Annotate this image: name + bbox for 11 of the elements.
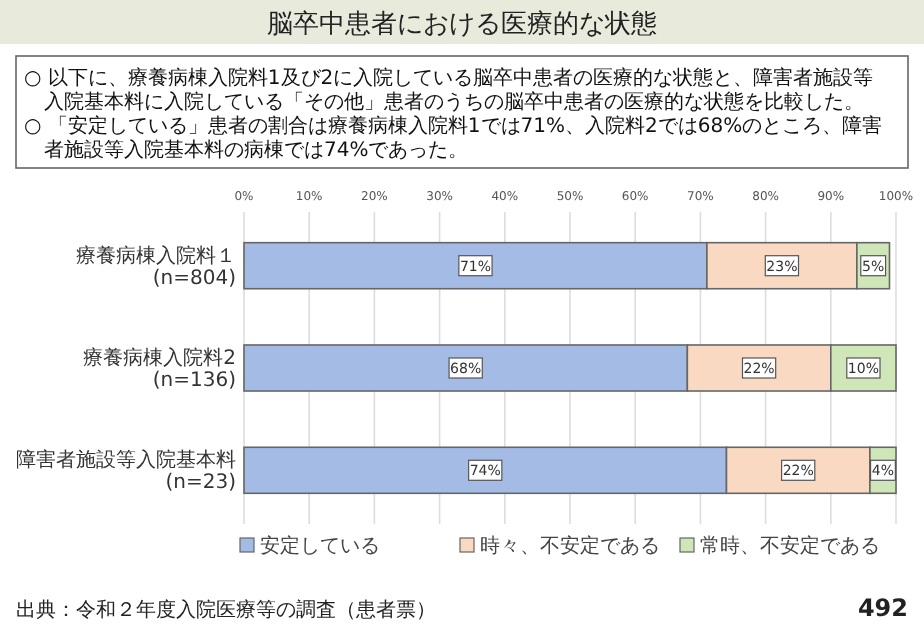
- y-tick-label: 療養病棟入院料１(n=804): [76, 243, 237, 290]
- chart-title: 脳卒中患者における医療的な状態: [267, 10, 657, 40]
- source-note: 出典：令和２年度入院医療等の調査（患者票）: [16, 598, 436, 622]
- legend-label: 安定している: [260, 534, 380, 558]
- y-tick-label: 障害者施設等入院基本料(n=23): [16, 448, 237, 495]
- text: ○ 以下に、療養病棟入院料1及び2に入院している脳卒中患者の医療的な状態と、障害者施設等入院基本料に入院している「その他」患者のうちの脳卒中患者の医療的な状態を比較した。: [24, 66, 874, 114]
- text: 492: [857, 594, 908, 622]
- legend-label: 常時、不安定である: [700, 534, 880, 558]
- text: ○ 「安定している」患者の割合は療養病棟入院料1では71%、入院料2では68%のところ、障害者施設等入院基本料の病棟では74%であった。: [24, 114, 883, 162]
- y-tick-label: 療養病棟入院料2(n=136): [83, 346, 237, 392]
- legend-label: 時々、不安定である: [480, 534, 660, 558]
